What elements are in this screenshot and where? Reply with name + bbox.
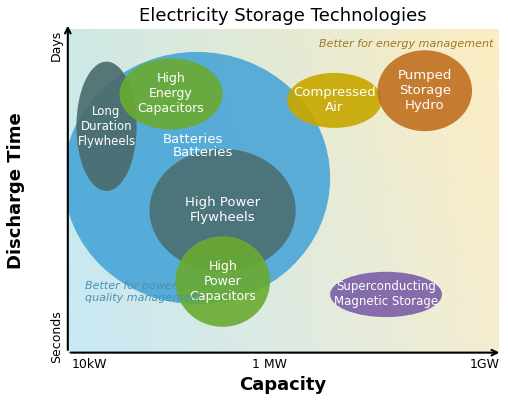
Text: High
Power
Capacitors: High Power Capacitors bbox=[189, 260, 256, 303]
Ellipse shape bbox=[76, 62, 137, 191]
Y-axis label: Discharge Time: Discharge Time bbox=[7, 113, 25, 269]
Text: Better for energy management: Better for energy management bbox=[319, 39, 494, 49]
Ellipse shape bbox=[64, 52, 330, 304]
Text: Batteries: Batteries bbox=[173, 146, 234, 159]
Text: Better for power
quality management: Better for power quality management bbox=[85, 282, 202, 303]
Ellipse shape bbox=[377, 50, 472, 131]
X-axis label: Capacity: Capacity bbox=[239, 376, 327, 394]
Title: Electricity Storage Technologies: Electricity Storage Technologies bbox=[139, 7, 427, 25]
Text: Compressed
Air: Compressed Air bbox=[293, 87, 376, 114]
Text: High
Energy
Capacitors: High Energy Capacitors bbox=[138, 73, 204, 115]
Ellipse shape bbox=[330, 272, 442, 317]
Text: Superconducting
Magnetic Storage: Superconducting Magnetic Storage bbox=[334, 280, 438, 308]
Text: High Power
Flywheels: High Power Flywheels bbox=[185, 196, 260, 225]
Ellipse shape bbox=[175, 236, 270, 327]
Ellipse shape bbox=[149, 149, 296, 272]
Ellipse shape bbox=[119, 59, 223, 130]
Text: Batteries: Batteries bbox=[163, 133, 223, 146]
Ellipse shape bbox=[287, 73, 382, 128]
Text: Long
Duration
Flywheels: Long Duration Flywheels bbox=[77, 105, 136, 148]
Text: Pumped
Storage
Hydro: Pumped Storage Hydro bbox=[398, 69, 452, 112]
